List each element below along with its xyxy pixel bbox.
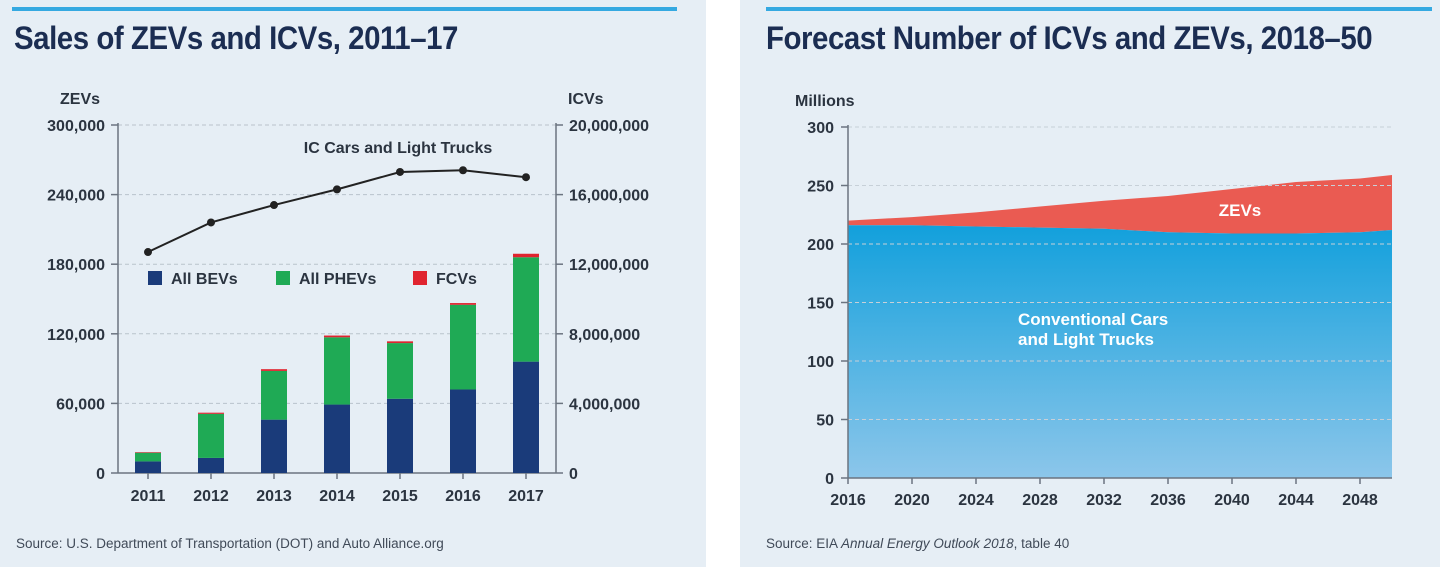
- x-tick-label: 2048: [1342, 492, 1378, 509]
- source-suffix: , table 40: [1013, 536, 1070, 551]
- right-y-tick-label: 8,000,000: [569, 327, 640, 344]
- icv-point: [522, 173, 530, 182]
- forecast-chart-source: Source: EIA Annual Energy Outlook 2018, …: [766, 536, 1069, 551]
- icv-point: [270, 201, 278, 210]
- legend-label: All PHEVs: [299, 271, 376, 288]
- x-tick-label: 2013: [256, 488, 292, 505]
- left-axis-title: ZEVs: [60, 91, 100, 108]
- icv-point: [396, 167, 404, 176]
- x-tick-label: 2032: [1086, 492, 1122, 509]
- conventional-area: [848, 225, 1392, 478]
- source-prefix: Source: EIA: [766, 536, 842, 551]
- left-y-tick-label: 300,000: [47, 118, 105, 135]
- x-tick-label: 2040: [1214, 492, 1250, 509]
- bar-all-bevs: [135, 461, 161, 473]
- forecast-chart-title: Forecast Number of ICVs and ZEVs, 2018–5…: [766, 20, 1373, 56]
- sales-chart-panel: Sales of ZEVs and ICVs, 2011–17 0 60,000 1…: [0, 0, 706, 567]
- conventional-area-label-line1: Conventional Cars: [1018, 310, 1168, 329]
- icv-point: [144, 248, 152, 257]
- x-tick-label: 2028: [1022, 492, 1058, 509]
- y-tick-label: 50: [816, 413, 834, 430]
- bar-fcvs: [450, 303, 476, 305]
- x-tick-label: 2020: [894, 492, 930, 509]
- bar-all-phevs: [513, 257, 539, 362]
- bar-all-bevs: [324, 404, 350, 473]
- accent-bar: [12, 7, 677, 11]
- bar-all-phevs: [324, 337, 350, 405]
- zev-area-label: ZEVs: [1219, 201, 1262, 220]
- x-tick-label: 2016: [445, 488, 481, 505]
- legend-swatch: [276, 271, 290, 285]
- source-publication: Annual Energy Outlook 2018: [841, 536, 1014, 551]
- x-tick-label: 2012: [193, 488, 229, 505]
- bar-all-phevs: [135, 452, 161, 462]
- x-tick-label: 2017: [508, 488, 544, 505]
- bar-all-bevs: [261, 419, 287, 473]
- bar-all-phevs: [450, 304, 476, 390]
- bar-fcvs: [135, 452, 161, 453]
- y-tick-label: 200: [807, 237, 834, 254]
- accent-bar: [766, 7, 1432, 11]
- bar-fcvs: [513, 253, 539, 258]
- legend-label: All BEVs: [171, 271, 238, 288]
- icv-point: [459, 166, 467, 175]
- icv-line: [147, 169, 527, 253]
- forecast-chart: 0 50 100 150 200 250 300 2016 2020 2024 2028 2032 20…: [795, 93, 1392, 509]
- icv-line-label: IC Cars and Light Trucks: [304, 140, 493, 157]
- bar-fcvs: [387, 341, 413, 344]
- legend-label: FCVs: [436, 271, 477, 288]
- left-y-tick-label: 120,000: [47, 327, 105, 344]
- x-tick-label: 2044: [1278, 492, 1314, 509]
- y-tick-label: 100: [807, 354, 834, 371]
- y-tick-label: 250: [807, 179, 834, 196]
- y-tick-label: 300: [807, 120, 834, 137]
- icv-point: [207, 218, 215, 227]
- y-tick-label: 150: [807, 296, 834, 313]
- bar-fcvs: [324, 335, 350, 338]
- bar-all-bevs: [387, 398, 413, 473]
- y-tick-label: 0: [825, 471, 834, 488]
- right-y-tick-label: 4,000,000: [569, 396, 640, 413]
- sales-chart-title: Sales of ZEVs and ICVs, 2011–17: [14, 20, 458, 56]
- bar-all-bevs: [198, 457, 224, 473]
- zev-area: [848, 174, 1392, 234]
- x-tick-label: 2011: [131, 488, 166, 505]
- y-axis-title: Millions: [795, 93, 855, 110]
- bar-all-bevs: [513, 361, 539, 473]
- bar-all-phevs: [387, 343, 413, 399]
- x-tick-label: 2015: [382, 488, 418, 505]
- sales-chart: 0 60,000 120,000 180,000 240,000 300,000 0 4,00…: [47, 91, 649, 505]
- sales-chart-source: Source: U.S. Department of Transportatio…: [16, 536, 444, 551]
- bar-all-bevs: [450, 389, 476, 473]
- conventional-area-label-line2: and Light Trucks: [1018, 330, 1154, 349]
- left-y-tick-label: 0: [96, 466, 105, 483]
- left-y-tick-label: 240,000: [47, 188, 105, 205]
- x-tick-label: 2024: [958, 492, 994, 509]
- bar-all-phevs: [261, 370, 287, 420]
- icv-point: [333, 185, 341, 194]
- right-y-tick-label: 12,000,000: [569, 257, 649, 274]
- right-y-tick-label: 20,000,000: [569, 118, 649, 135]
- right-y-tick-label: 0: [569, 466, 578, 483]
- left-y-tick-label: 60,000: [56, 396, 105, 413]
- x-tick-label: 2016: [830, 492, 866, 509]
- bar-fcvs: [261, 369, 287, 371]
- left-y-tick-label: 180,000: [47, 257, 105, 274]
- x-tick-label: 2036: [1150, 492, 1186, 509]
- legend-swatch: [413, 271, 427, 285]
- legend-swatch: [148, 271, 162, 285]
- bar-fcvs: [198, 412, 224, 414]
- x-tick-label: 2014: [319, 488, 355, 505]
- right-y-tick-label: 16,000,000: [569, 188, 649, 205]
- forecast-chart-panel: Forecast Number of ICVs and ZEVs, 2018–5…: [740, 0, 1440, 567]
- bar-all-phevs: [198, 413, 224, 458]
- right-axis-title: ICVs: [568, 91, 604, 108]
